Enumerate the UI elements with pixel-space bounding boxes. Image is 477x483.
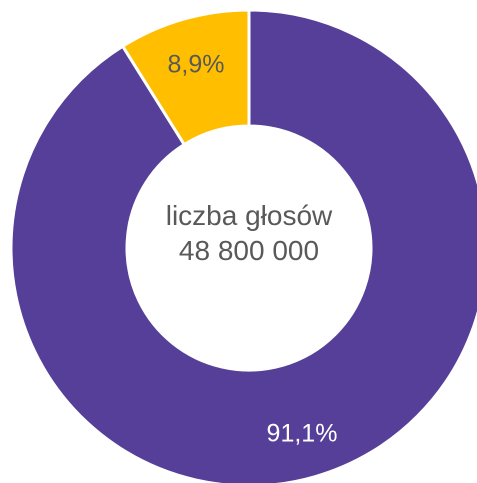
center-label-line2: 48 800 000: [179, 235, 319, 266]
donut-slice-1: [9, 8, 477, 483]
slice-labels: 91,1% 8,9%: [168, 51, 338, 448]
slice-value-label-2: 8,9%: [168, 51, 225, 79]
slice-value-label-1: 91,1%: [267, 420, 338, 448]
donut-slice-2: [121, 8, 251, 147]
donut-slices: [9, 8, 477, 483]
center-label-line1: liczba głosów: [166, 200, 333, 231]
